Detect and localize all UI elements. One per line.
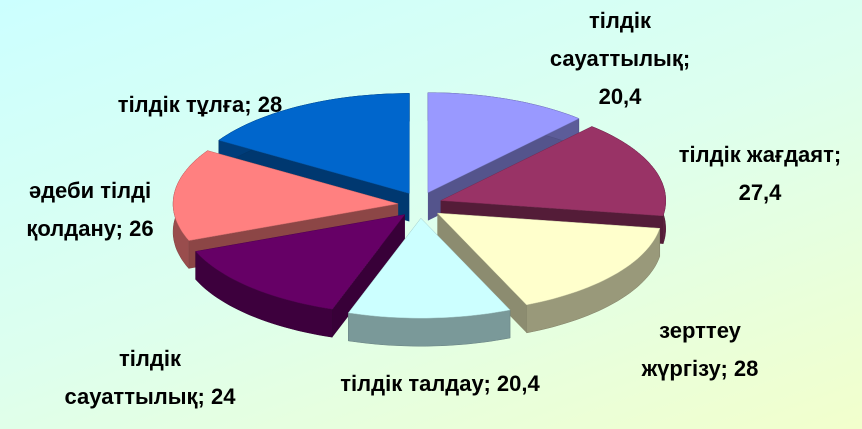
slice-label: зерттеу жүргізу; 28: [620, 312, 780, 388]
pie-slice: [218, 93, 410, 194]
category-label: тілдік сауаттылық;: [549, 8, 691, 71]
slice-label: тілдік тұлға; 28: [70, 86, 330, 124]
value-label: 27,4: [738, 180, 782, 205]
category-label: тілдік талдау;: [340, 371, 491, 396]
slice-label: тілдік жағдаят; 27,4: [660, 136, 860, 212]
pie-slice: [195, 214, 406, 310]
category-label: тілдік сауаттылық;: [64, 346, 205, 409]
slice-cut-face: [437, 213, 527, 333]
pie-slice: [347, 217, 511, 319]
slice-label: әдеби тілді қолдану; 26: [0, 172, 180, 248]
slice-label: тілдік сауаттылық; 20,4: [540, 2, 700, 116]
category-label: зерттеу жүргізу;: [641, 318, 741, 381]
category-label: әдеби тілді қолдану;: [26, 178, 152, 241]
pie-slice: [439, 126, 666, 217]
slice-label: тілдік сауаттылық; 24: [50, 340, 250, 416]
value-label: 20,4: [496, 371, 540, 396]
slice-label: тілдік талдау; 20,4: [340, 365, 540, 403]
pie-slice: [436, 212, 661, 306]
pie-slice: [172, 150, 399, 241]
value-label: 26: [129, 216, 154, 241]
pie-slice: [427, 92, 580, 194]
value-label: 28: [257, 92, 283, 117]
value-label: 24: [211, 384, 236, 409]
category-label: тілдік тұлға;: [117, 92, 252, 117]
value-label: 28: [733, 356, 759, 381]
value-label: 20,4: [598, 84, 642, 109]
category-label: тілдік жағдаят;: [678, 142, 842, 167]
